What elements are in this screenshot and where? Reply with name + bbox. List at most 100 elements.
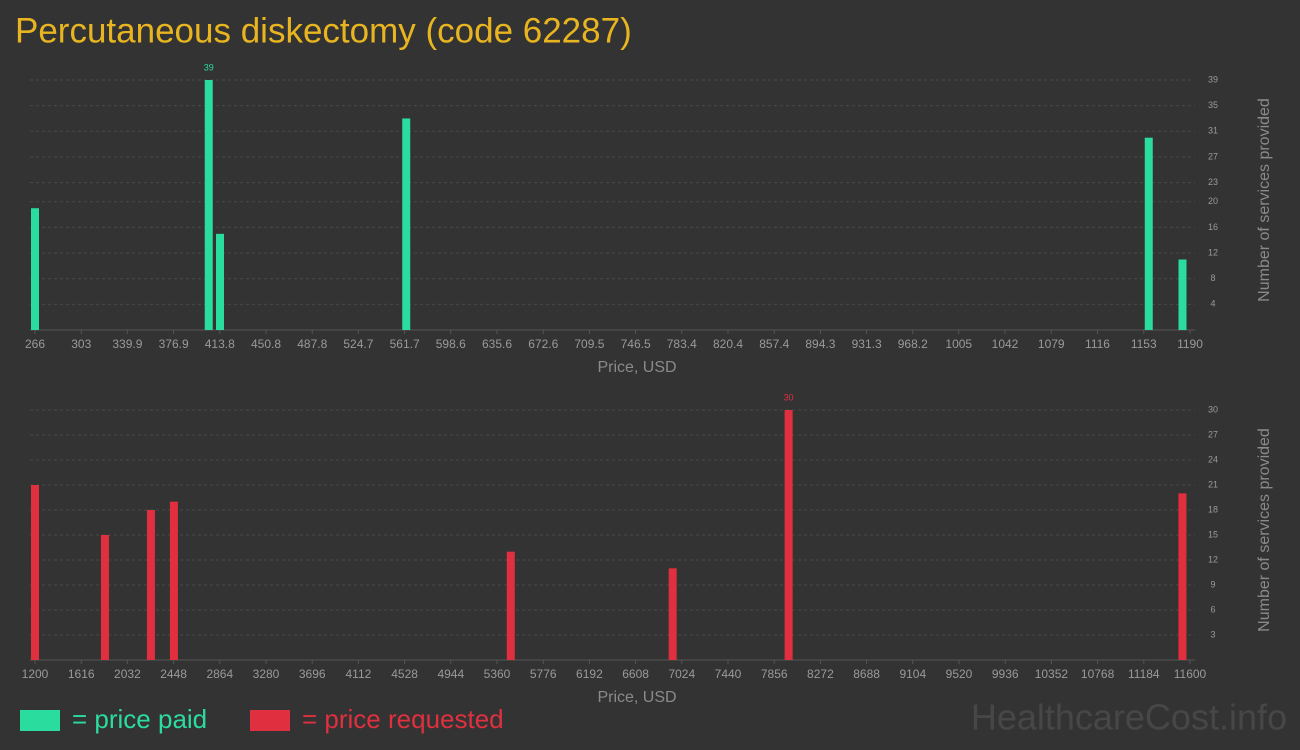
x-tick-label: 1005	[945, 337, 972, 351]
bar	[204, 80, 213, 330]
x-tick-label: 266	[25, 337, 45, 351]
y-tick-label: 4	[1210, 299, 1215, 309]
x-tick-label: 8688	[853, 667, 880, 681]
y-tick-label: 39	[1208, 74, 1218, 84]
x-tick-label: 450.8	[251, 337, 281, 351]
x-tick-label: 524.7	[343, 337, 373, 351]
x-tick-label: 1079	[1038, 337, 1065, 351]
y-tick-label: 23	[1208, 177, 1218, 187]
y-tick-label: 6	[1210, 604, 1215, 614]
legend-swatch	[250, 710, 290, 731]
x-tick-label: 10352	[1035, 667, 1069, 681]
x-tick-label: 783.4	[667, 337, 697, 351]
y-tick-label: 18	[1208, 504, 1218, 514]
x-tick-label: 894.3	[805, 337, 835, 351]
x-tick-label: 709.5	[574, 337, 604, 351]
bar	[1178, 493, 1187, 660]
x-tick-label: 9104	[899, 667, 926, 681]
y-axis-label: Number of services provided	[1256, 98, 1273, 302]
x-tick-label: 857.4	[759, 337, 789, 351]
y-tick-label: 8	[1210, 273, 1215, 283]
legend-swatch	[20, 710, 60, 731]
x-tick-label: 1616	[68, 667, 95, 681]
y-axis-label: Number of services provided	[1256, 428, 1273, 632]
y-tick-label: 12	[1208, 247, 1218, 257]
x-tick-label: 1200	[22, 667, 49, 681]
data-label: 39	[204, 62, 214, 72]
x-tick-label: 1116	[1085, 337, 1110, 351]
x-tick-label: 9520	[946, 667, 973, 681]
legend-label: = price paid	[72, 704, 207, 734]
x-tick-label: 11184	[1128, 667, 1160, 681]
chart-title: Percutaneous diskectomy (code 62287)	[15, 11, 632, 50]
x-tick-label: 2448	[160, 667, 187, 681]
bar	[402, 118, 411, 330]
x-tick-label: 376.9	[159, 337, 189, 351]
y-tick-label: 24	[1208, 454, 1218, 464]
y-tick-label: 30	[1208, 404, 1218, 414]
x-tick-label: 5776	[530, 667, 557, 681]
y-tick-label: 27	[1208, 429, 1218, 439]
y-tick-label: 27	[1208, 151, 1218, 161]
y-tick-label: 35	[1208, 100, 1218, 110]
y-tick-label: 9	[1210, 579, 1215, 589]
x-tick-label: 598.6	[436, 337, 466, 351]
x-tick-label: 931.3	[852, 337, 882, 351]
x-tick-label: 1042	[992, 337, 1019, 351]
x-tick-label: 303	[71, 337, 91, 351]
watermark: HealthcareCost.info	[971, 697, 1287, 738]
x-tick-label: 339.9	[112, 337, 142, 351]
x-tick-label: 4528	[391, 667, 418, 681]
x-tick-label: 4112	[345, 667, 371, 681]
x-tick-label: 820.4	[713, 337, 743, 351]
x-tick-label: 10768	[1081, 667, 1115, 681]
x-tick-label: 672.6	[528, 337, 558, 351]
x-tick-label: 1190	[1177, 337, 1203, 351]
x-tick-label: 11600	[1174, 667, 1207, 681]
x-tick-label: 2864	[206, 667, 233, 681]
bar	[1144, 137, 1153, 330]
x-tick-label: 635.6	[482, 337, 512, 351]
bar	[31, 485, 39, 660]
y-tick-label: 21	[1208, 479, 1218, 489]
y-tick-label: 31	[1208, 126, 1218, 136]
x-tick-label: 6608	[622, 667, 649, 681]
bar	[146, 510, 155, 660]
bar	[1178, 259, 1187, 330]
x-tick-label: 2032	[114, 667, 141, 681]
bar	[668, 568, 677, 660]
y-tick-label: 3	[1210, 629, 1215, 639]
x-tick-label: 7024	[668, 667, 695, 681]
x-tick-label: 5360	[484, 667, 511, 681]
x-tick-label: 8272	[807, 667, 834, 681]
x-axis-label: Price, USD	[597, 689, 676, 706]
x-tick-label: 968.2	[898, 337, 928, 351]
x-tick-label: 3280	[253, 667, 280, 681]
x-tick-label: 413.8	[205, 337, 235, 351]
bar	[100, 535, 109, 660]
x-tick-label: 9936	[992, 667, 1019, 681]
x-tick-label: 7440	[715, 667, 742, 681]
bar	[31, 208, 39, 330]
y-tick-label: 16	[1208, 222, 1218, 232]
y-tick-label: 20	[1208, 196, 1218, 206]
bar	[216, 233, 224, 330]
x-tick-label: 561.7	[390, 337, 420, 351]
x-axis-label: Price, USD	[597, 359, 676, 376]
bar	[169, 501, 178, 660]
x-tick-label: 746.5	[621, 337, 651, 351]
x-tick-label: 4944	[437, 667, 464, 681]
y-tick-label: 12	[1208, 554, 1218, 564]
x-tick-label: 7856	[761, 667, 788, 681]
legend-label: = price requested	[302, 704, 504, 734]
x-tick-label: 6192	[576, 667, 603, 681]
bar	[506, 551, 515, 660]
bar	[784, 410, 793, 660]
data-label: 30	[784, 392, 794, 402]
y-tick-label: 15	[1208, 529, 1218, 539]
x-tick-label: 487.8	[297, 337, 327, 351]
x-tick-label: 3696	[299, 667, 326, 681]
x-tick-label: 1153	[1131, 337, 1157, 351]
